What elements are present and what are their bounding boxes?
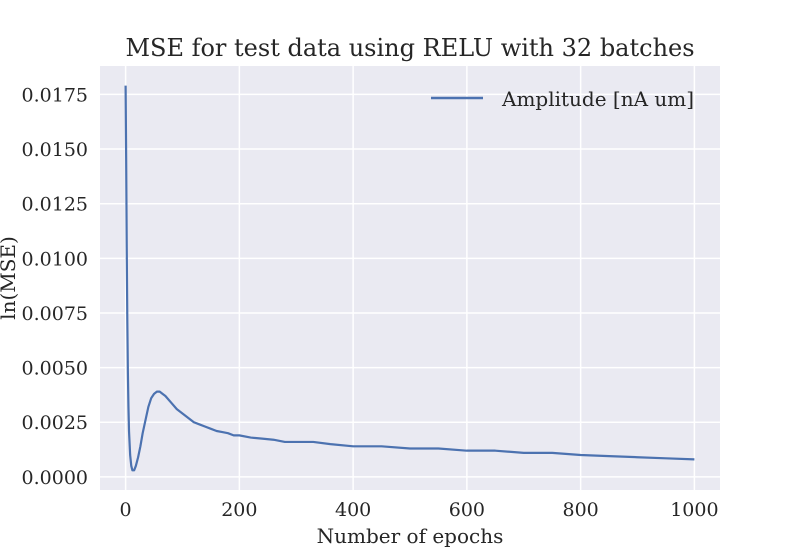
legend: Amplitude [nA um] xyxy=(431,87,694,111)
y-tick-label: 0.0000 xyxy=(22,467,88,489)
y-tick-label: 0.0175 xyxy=(22,84,88,106)
series-layer xyxy=(124,85,695,472)
tick-labels: 0 200 400 600 800 1000 0.0000 0.0025 0.0050 0.007… xyxy=(22,84,719,521)
x-tick-label: 200 xyxy=(221,499,257,521)
x-tick-label: 600 xyxy=(449,499,485,521)
series-line-amplitude xyxy=(124,85,695,472)
legend-label: Amplitude [nA um] xyxy=(501,87,694,111)
plot-area-background xyxy=(100,66,720,490)
x-tick-label: 400 xyxy=(335,499,371,521)
y-tick-label: 0.0100 xyxy=(22,248,88,270)
x-tick-label: 1000 xyxy=(670,499,718,521)
x-tick-label: 800 xyxy=(563,499,599,521)
y-tick-label: 0.0025 xyxy=(22,412,88,434)
grid-lines xyxy=(100,66,720,490)
y-tick-label: 0.0050 xyxy=(22,358,88,380)
chart-title: MSE for test data using RELU with 32 bat… xyxy=(125,34,694,62)
x-axis-label: Number of epochs xyxy=(317,524,504,548)
y-axis-label: ln(MSE) xyxy=(0,236,20,320)
y-tick-label: 0.0125 xyxy=(22,194,88,216)
y-tick-label: 0.0075 xyxy=(22,303,88,325)
x-tick-label: 0 xyxy=(120,499,132,521)
y-tick-label: 0.0150 xyxy=(22,139,88,161)
